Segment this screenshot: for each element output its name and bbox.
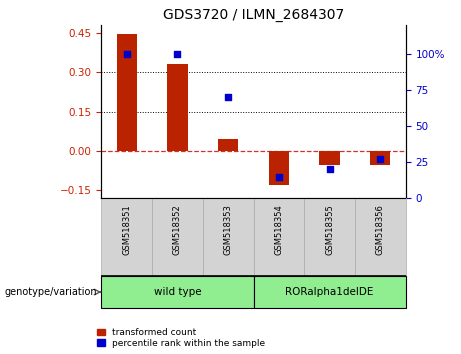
- Bar: [167, 64, 188, 151]
- Bar: [254, 276, 406, 308]
- Bar: [370, 151, 390, 165]
- Bar: [117, 34, 137, 151]
- Point: [377, 156, 384, 162]
- Text: genotype/variation: genotype/variation: [5, 287, 97, 297]
- Text: GSM518352: GSM518352: [173, 205, 182, 255]
- Text: GSM518351: GSM518351: [122, 205, 131, 255]
- Text: RORalpha1delDE: RORalpha1delDE: [285, 287, 374, 297]
- Bar: [355, 198, 406, 276]
- Bar: [101, 276, 254, 308]
- Text: GSM518354: GSM518354: [274, 205, 284, 255]
- Title: GDS3720 / ILMN_2684307: GDS3720 / ILMN_2684307: [163, 8, 344, 22]
- Point: [225, 94, 232, 100]
- Legend: transformed count, percentile rank within the sample: transformed count, percentile rank withi…: [97, 328, 265, 348]
- Point: [123, 51, 130, 57]
- Text: GSM518356: GSM518356: [376, 205, 385, 255]
- Point: [174, 51, 181, 57]
- Point: [326, 166, 333, 172]
- Bar: [304, 198, 355, 276]
- Bar: [319, 151, 340, 165]
- Bar: [101, 198, 152, 276]
- Text: GSM518353: GSM518353: [224, 205, 233, 255]
- Point: [275, 174, 283, 179]
- Bar: [203, 198, 254, 276]
- Text: wild type: wild type: [154, 287, 201, 297]
- Bar: [269, 151, 289, 185]
- Bar: [218, 139, 238, 151]
- Bar: [152, 198, 203, 276]
- Text: GSM518355: GSM518355: [325, 205, 334, 255]
- Bar: [254, 198, 304, 276]
